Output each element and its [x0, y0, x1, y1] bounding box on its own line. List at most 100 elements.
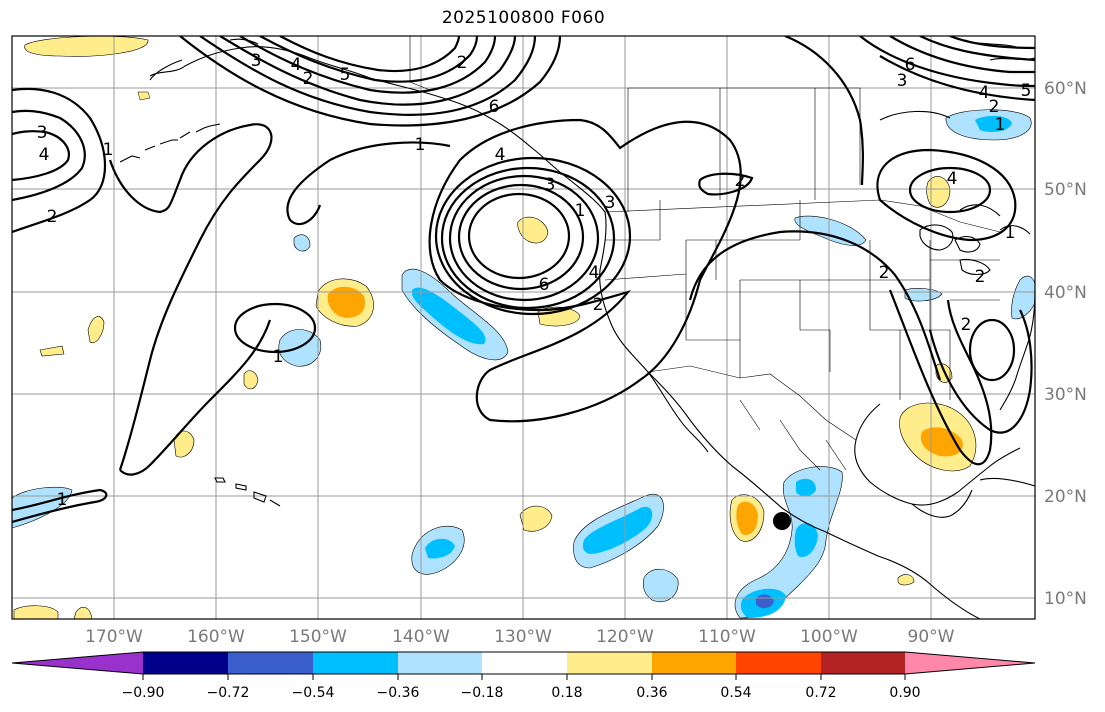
contour-label: 2	[735, 171, 746, 191]
contour-low-3	[448, 174, 600, 302]
contour-label: 1	[273, 347, 284, 367]
contour-label: 6	[539, 275, 550, 295]
border-canada-provinces	[627, 87, 861, 212]
colorbar-label: −0.18	[461, 685, 504, 701]
lat-tick-label: 30°N	[1044, 385, 1087, 405]
contour-label: 3	[545, 175, 556, 195]
contour-east-trough	[888, 289, 993, 466]
contour-ne-6	[949, 36, 1035, 50]
coast-central-america	[825, 531, 981, 619]
contour-label: 3	[37, 123, 48, 143]
storm-center-marker	[773, 512, 791, 530]
lat-axis: 60°N 50°N 40°N 30°N 20°N 10°N	[1044, 79, 1087, 609]
fill-blue	[794, 523, 818, 558]
fill-yellow	[243, 370, 259, 390]
contour-label: 2	[961, 315, 972, 335]
contour-jet-6	[279, 36, 461, 73]
contour-label: 2	[593, 295, 604, 315]
contour-label: 6	[905, 55, 916, 75]
contour-central-2	[688, 230, 942, 381]
graticule	[12, 36, 1035, 619]
lat-tick-label: 40°N	[1044, 283, 1087, 303]
contour-east-4	[876, 148, 1017, 242]
fill-yellow	[24, 36, 149, 57]
lon-tick-label: 140°W	[392, 627, 450, 647]
contour-label: 1	[995, 115, 1006, 135]
colorbar-cell	[313, 652, 398, 674]
lon-axis: 170°W 160°W 150°W 140°W 130°W 120°W 110°…	[85, 627, 955, 647]
colorbar-cell	[905, 652, 1035, 674]
border-states-east	[869, 240, 1000, 400]
colorbar-cell	[12, 652, 143, 674]
colorbar-cell	[398, 652, 482, 674]
contour-jet-1	[219, 36, 517, 106]
coast-yucatan	[911, 489, 973, 518]
fill-yellow	[897, 574, 915, 586]
lon-tick-label: 150°W	[289, 627, 347, 647]
lat-tick-label: 10°N	[1044, 589, 1087, 609]
fill-blue	[411, 287, 486, 345]
contour-label: 1	[103, 140, 114, 160]
fill-lightblue	[794, 215, 867, 246]
contour-small-1	[233, 302, 317, 354]
lon-tick-label: 90°W	[908, 627, 955, 647]
contour-label: 2	[457, 53, 468, 73]
contour-label: 6	[489, 97, 500, 117]
contour-low-4	[440, 166, 616, 310]
map-frame	[11, 35, 1036, 620]
contours	[12, 36, 1035, 524]
contour-west-1b	[119, 319, 272, 476]
contour-label: 4	[495, 145, 506, 165]
fill-blue	[975, 115, 1012, 132]
colorbar-label: −0.36	[377, 685, 420, 701]
colorbar-cell	[482, 652, 567, 674]
colorbar-cell	[567, 652, 652, 674]
contour-jet-2	[239, 36, 497, 94]
fill-yellow	[517, 216, 549, 244]
coast-baja	[647, 371, 709, 453]
contour-label: 2	[47, 207, 58, 227]
lon-tick-label: 100°W	[800, 627, 858, 647]
lon-tick-label: 160°W	[187, 627, 245, 647]
contour-label: 1	[415, 135, 426, 155]
contour-broad-1	[428, 118, 742, 423]
fill-blue	[425, 538, 455, 559]
contour-east-trough-2	[928, 309, 1033, 434]
coast-east	[999, 289, 1035, 411]
contour-label: 1	[1005, 223, 1016, 243]
contour-sw-1	[12, 488, 108, 524]
colorbar-label: 0.54	[720, 685, 751, 701]
contour-ne-3	[859, 36, 1035, 88]
contour-label: 1	[57, 490, 68, 510]
fill-yellow	[537, 306, 581, 327]
fill-blue	[582, 506, 653, 554]
fill-blue	[796, 478, 816, 497]
colorbar: −0.90 −0.72 −0.54 −0.36 −0.18 0.18 0.36 …	[11, 651, 1036, 701]
colorbar-label: 0.18	[551, 685, 582, 701]
fill-yellow	[73, 606, 93, 619]
lat-tick-label: 50°N	[1044, 180, 1087, 200]
lon-tick-label: 130°W	[494, 627, 552, 647]
contour-label: 4	[39, 145, 50, 165]
contour-label: 2	[975, 267, 986, 287]
contour-ne-2	[879, 55, 1035, 102]
colorbar-cell	[228, 652, 313, 674]
contour-west-2	[12, 87, 107, 234]
contour-label: 2	[879, 263, 890, 283]
contour-label: 2	[303, 69, 314, 89]
lon-tick-label: 170°W	[85, 627, 143, 647]
contour-label: 4	[947, 169, 958, 189]
colorbar-label: 0.36	[636, 685, 667, 701]
contour-label: 3	[251, 51, 262, 71]
contour-label: 1	[575, 201, 586, 221]
contour-ne-5	[919, 36, 1035, 62]
colorbar-label: −0.54	[292, 685, 335, 701]
colorbar-cell	[821, 652, 905, 674]
contour-west-4	[12, 130, 70, 182]
contour-label: 4	[291, 55, 302, 75]
contour-low-1	[467, 192, 571, 280]
borders	[409, 36, 1001, 471]
border-states-west	[604, 200, 870, 378]
border-canada-us	[604, 199, 1001, 233]
colorbar-label: 0.72	[805, 685, 836, 701]
